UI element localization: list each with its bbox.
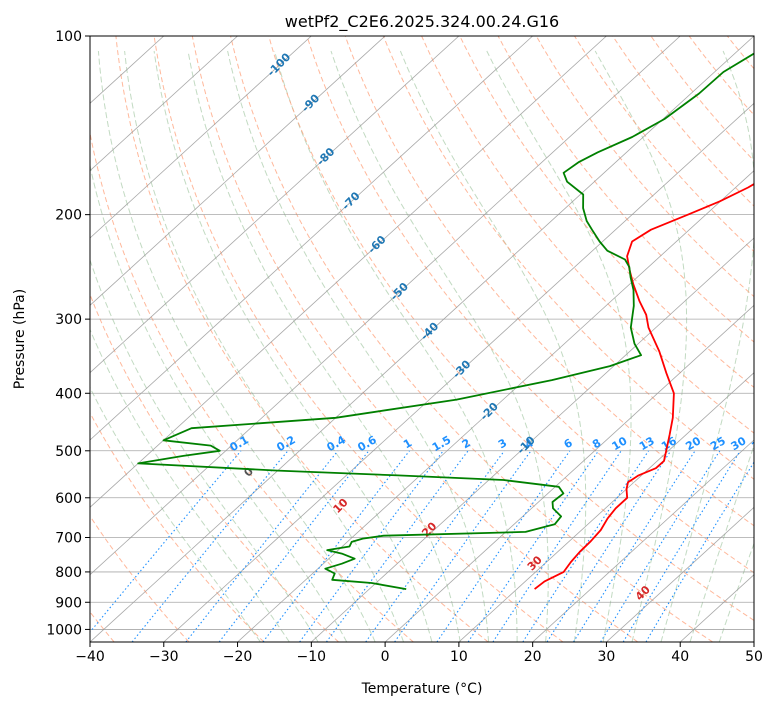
dry-adiabat-line	[383, 36, 775, 642]
mixing-ratio-line	[132, 451, 288, 642]
moist-adiabat-line	[154, 51, 432, 642]
x-tick-label: 10	[450, 649, 468, 665]
y-tick-label: 400	[55, 386, 82, 402]
y-tick-label: 200	[55, 208, 82, 224]
x-tick-label: 50	[745, 649, 763, 665]
mixing-ratio-label: 20	[683, 434, 703, 453]
moist-adiabat-line	[719, 51, 775, 642]
mixing-ratio-label: 10	[610, 434, 630, 453]
dry-adiabat-line	[689, 36, 775, 642]
x-tick-label: 20	[524, 649, 542, 665]
y-tick-label: 800	[55, 565, 82, 581]
x-axis-ticks: −40 −30 −20 −10 0 10 20 30 40 50	[75, 642, 763, 665]
dry-adiabat-line	[766, 36, 775, 642]
isotherm-line	[0, 36, 238, 642]
x-tick-label: 40	[671, 649, 689, 665]
dry-adiabat-line	[307, 36, 775, 642]
temperature-profile-line	[535, 36, 775, 589]
chart-title: wetPf2_C2E6.2025.324.00.24.G16	[285, 12, 559, 32]
y-tick-label: 700	[55, 531, 82, 547]
x-tick-label: 30	[598, 649, 616, 665]
mixing-ratio-line	[623, 451, 740, 642]
y-tick-label: 100	[55, 29, 82, 45]
x-tick-label: 0	[381, 649, 390, 665]
y-tick-label: 600	[55, 491, 82, 507]
x-tick-label: −30	[149, 649, 179, 665]
mixing-ratio-line	[601, 451, 720, 642]
dry-adiabat-line	[231, 36, 713, 642]
mixing-ratio-line	[493, 451, 621, 642]
y-tick-label: 300	[55, 312, 82, 328]
dry-adiabat-line	[78, 36, 414, 642]
dry-adiabat-line	[422, 36, 775, 642]
dry-adiabat-label: 40	[633, 583, 653, 603]
dry-adiabat-line	[651, 36, 775, 642]
moist-adiabat-line	[331, 51, 548, 642]
x-axis-label: Temperature (°C)	[361, 681, 483, 697]
moist-adiabat-lines	[14, 51, 775, 642]
isotherm-line	[0, 36, 459, 642]
y-tick-label: 1000	[46, 622, 82, 638]
dry-adiabat-line	[727, 36, 775, 642]
isotherm-label: -100	[265, 50, 294, 79]
isotherm-lines	[0, 36, 775, 642]
moist-adiabat-line	[661, 51, 755, 642]
y-axis-label: Pressure (hPa)	[12, 289, 28, 389]
mixing-ratio-label: 30	[729, 434, 749, 453]
isotherm-line	[0, 36, 311, 642]
isotherm-line	[0, 36, 606, 642]
x-tick-label: −10	[297, 649, 327, 665]
mixing-ratio-label: 2	[460, 436, 473, 451]
y-tick-label: 500	[55, 444, 82, 460]
mixing-ratio-lines	[82, 451, 761, 642]
dry-adiabat-line	[345, 36, 775, 642]
mixing-ratio-label: 6	[562, 436, 575, 451]
mixing-ratio-line	[186, 451, 338, 642]
moist-adiabat-line	[690, 51, 775, 642]
moist-adiabat-line	[275, 51, 518, 642]
dry-adiabat-line	[575, 36, 775, 642]
mixing-ratio-label: 25	[708, 434, 728, 453]
isotherm-line	[0, 36, 533, 642]
moist-adiabat-line	[53, 51, 318, 642]
mixing-ratio-label: 3	[496, 436, 509, 451]
dry-adiabat-line	[116, 36, 488, 642]
profile-series	[138, 36, 775, 589]
isotherm-line	[311, 36, 775, 642]
dry-adiabat-line	[498, 36, 775, 642]
dewpoint-profile-line	[138, 36, 775, 589]
dry-adiabat-label: 30	[525, 553, 545, 573]
mixing-ratio-line	[82, 451, 241, 642]
y-axis-ticks: 100 200 300 400 500 600 700 800 900 1000	[46, 29, 90, 638]
x-tick-label: −20	[223, 649, 253, 665]
dry-adiabat-label: 0	[241, 465, 256, 480]
mixing-ratio-line	[574, 451, 696, 642]
mixing-ratio-label: 8	[590, 436, 603, 451]
x-tick-label: −40	[75, 649, 105, 665]
dry-adiabat-line	[613, 36, 775, 642]
y-tick-label: 900	[55, 595, 82, 611]
isotherm-line	[754, 36, 775, 642]
mixing-ratio-line	[263, 451, 410, 642]
dry-adiabat-line	[192, 36, 638, 642]
